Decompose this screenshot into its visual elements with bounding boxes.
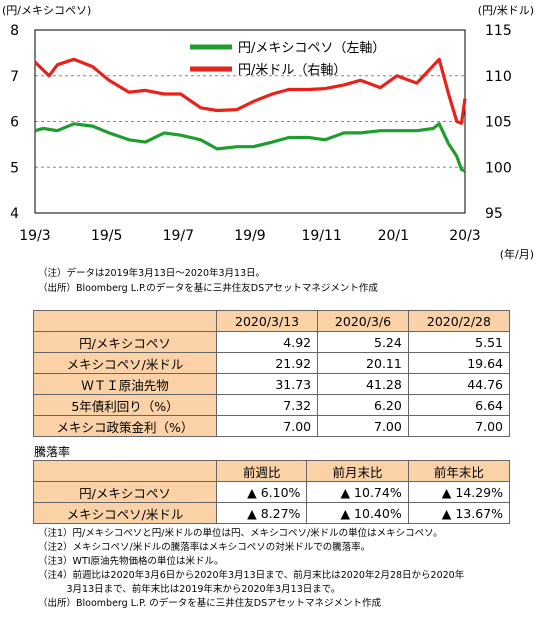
footnote: （注2）メキシコペソ/米ドルの騰落率はメキシコペソの対米ドルでの騰落率。 [38, 542, 371, 553]
table-header: 前年末比 [407, 460, 511, 482]
legend: 円/メキシコペソ（左軸） 円/米ドル（右軸） [190, 41, 385, 78]
table-header: 2020/2/28 [407, 310, 511, 332]
change-rate-title: 騰落率 [34, 445, 71, 459]
table-cell: 20.11 [317, 352, 409, 374]
table-header: 前月末比 [306, 460, 409, 482]
table-header-row: 2020/3/13 2020/3/6 2020/2/28 [33, 310, 511, 332]
left-tick-label: 7 [10, 69, 19, 85]
x-axis-ticks: 19/3 19/5 19/7 19/9 19/11 20/1 20/3 [19, 228, 480, 244]
table-row: 5年債利回り（%） 7.32 6.20 6.64 [33, 394, 511, 416]
table-cell: 5.51 [407, 331, 511, 353]
table-corner-cell [33, 310, 217, 332]
right-axis-unit: (円/米ドル) [478, 4, 534, 17]
table-cell: ▲ 10.40% [306, 502, 409, 524]
table-cell: ▲ 10.74% [306, 481, 409, 503]
table-row: メキシコ政策金利（%） 7.00 7.00 7.00 [33, 415, 511, 437]
footnote: （注4）前週比は2020年3月6日から2020年3月13日まで、前月末比は202… [38, 570, 465, 581]
table-corner-cell [33, 460, 217, 482]
table-cell: 21.92 [215, 352, 319, 374]
chart-source: （出所）Bloomberg L.P.のデータを基に三井住友DSアセットマネジメン… [38, 283, 378, 294]
right-tick-label: 95 [485, 206, 503, 222]
table-cell: 19.64 [407, 352, 511, 374]
table-cell: 7.00 [215, 415, 319, 437]
left-tick-label: 8 [10, 23, 19, 39]
footnote: （注1）円/メキシコペソと円/米ドルの単位は円、メキシコペソ/米ドルの単位はメキ… [38, 528, 443, 539]
table-row: ＷＴＩ原油先物 31.73 41.28 44.76 [33, 373, 511, 395]
table-cell: 7.00 [317, 415, 409, 437]
gridlines [35, 75, 465, 168]
right-tick-label: 100 [485, 160, 512, 176]
legend-label: 円/メキシコペソ（左軸） [238, 41, 385, 56]
x-tick-label: 19/3 [19, 228, 50, 244]
x-tick-label: 19/11 [301, 228, 341, 244]
table-header: 2020/3/6 [317, 310, 409, 332]
row-label: メキシコペソ/米ドル [33, 352, 217, 374]
right-tick-label: 110 [485, 69, 512, 85]
table-header-row: 前週比 前月末比 前年末比 [33, 460, 511, 482]
left-axis-ticks: 4 5 6 7 8 [10, 23, 19, 222]
left-tick-label: 6 [10, 115, 19, 131]
legend-label: 円/米ドル（右軸） [238, 63, 346, 78]
table-cell: 31.73 [215, 373, 319, 395]
table-row: 円/メキシコペソ ▲ 6.10% ▲ 10.74% ▲ 14.29% [33, 481, 511, 503]
change-rate-table: 前週比 前月末比 前年末比 円/メキシコペソ ▲ 6.10% ▲ 10.74% … [33, 460, 511, 524]
table-row: 円/メキシコペソ 4.92 5.24 5.51 [33, 331, 511, 353]
table-cell: 6.64 [407, 394, 511, 416]
series-line [33, 57, 467, 125]
footnotes: （注1）円/メキシコペソと円/米ドルの単位は円、メキシコペソ/米ドルの単位はメキ… [38, 527, 464, 611]
plot-frame [34, 29, 466, 214]
market-data-table: 2020/3/13 2020/3/6 2020/2/28 円/メキシコペソ 4.… [33, 310, 511, 437]
footnote: （注3）WTI原油先物価格の単位は米ドル。 [38, 556, 224, 567]
table-cell: 41.28 [317, 373, 409, 395]
row-label: 5年債利回り（%） [33, 394, 217, 416]
series-lines [33, 57, 467, 173]
table-row: メキシコペソ/米ドル 21.92 20.11 19.64 [33, 352, 511, 374]
x-tick-label: 20/3 [449, 228, 480, 244]
x-tick-label: 19/7 [163, 228, 194, 244]
table-cell: 44.76 [407, 373, 511, 395]
right-tick-label: 105 [485, 115, 512, 131]
series-line [34, 122, 466, 173]
footnote: （出所）Bloomberg L.P. のデータを基に三井住友DSアセットマネジメ… [38, 598, 381, 609]
table-header: 前週比 [215, 460, 308, 482]
chart-note: （注）データは2019年3月13日～2020年3月13日。 [38, 268, 266, 279]
left-tick-label: 5 [10, 160, 19, 176]
table-cell: 5.24 [317, 331, 409, 353]
right-tick-label: 115 [485, 23, 512, 39]
right-axis-ticks: 95 100 105 110 115 [485, 23, 512, 222]
row-label: 円/メキシコペソ [33, 331, 217, 353]
x-tick-label: 19/5 [91, 228, 122, 244]
table-cell: 7.00 [407, 415, 511, 437]
x-axis-unit: (年/月) [500, 247, 534, 261]
table-cell: ▲ 13.67% [407, 502, 511, 524]
table-cell: 6.20 [317, 394, 409, 416]
left-axis-unit: (円/メキシコペソ) [2, 4, 91, 17]
table-cell: 4.92 [215, 331, 319, 353]
x-tick-label: 20/1 [378, 228, 409, 244]
row-label: メキシコペソ/米ドル [33, 502, 217, 524]
row-label: ＷＴＩ原油先物 [33, 373, 217, 395]
x-tick-label: 19/9 [234, 228, 265, 244]
table-cell: ▲ 6.10% [215, 481, 308, 503]
table-cell: ▲ 14.29% [407, 481, 511, 503]
table-cell: ▲ 8.27% [215, 502, 308, 524]
table-header: 2020/3/13 [215, 310, 319, 332]
row-label: メキシコ政策金利（%） [33, 415, 217, 437]
footnote: 3月13日まで、前年末比は2019年末から2020年3月13日まで。 [38, 584, 341, 595]
left-tick-label: 4 [10, 206, 19, 222]
table-row: メキシコペソ/米ドル ▲ 8.27% ▲ 10.40% ▲ 13.67% [33, 502, 511, 524]
row-label: 円/メキシコペソ [33, 481, 217, 503]
table-cell: 7.32 [215, 394, 319, 416]
